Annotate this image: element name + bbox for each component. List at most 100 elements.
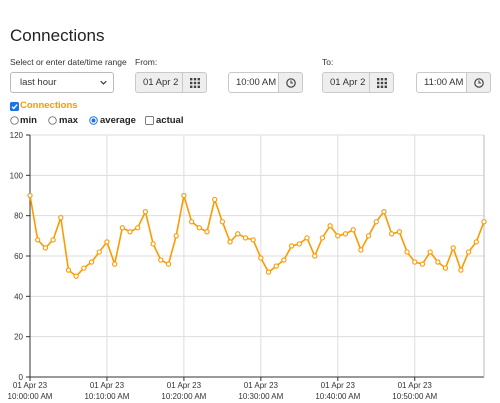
x-tick-date-label: 01 Apr 23 xyxy=(167,381,202,390)
data-point xyxy=(65,267,72,273)
range-label: Select or enter date/time range xyxy=(10,57,127,67)
x-tick-date-label: 01 Apr 23 xyxy=(398,381,433,390)
data-point xyxy=(58,215,64,221)
data-point xyxy=(427,249,433,255)
data-point xyxy=(281,257,287,263)
max-label: max xyxy=(59,115,79,126)
data-point xyxy=(127,229,133,235)
data-point xyxy=(419,261,426,267)
data-point xyxy=(342,231,349,237)
data-point xyxy=(165,261,172,267)
page-title: Connections xyxy=(10,26,105,45)
y-tick-label: 80 xyxy=(14,212,23,221)
x-tick-date-label: 01 Apr 23 xyxy=(321,381,356,390)
y-tick-label: 40 xyxy=(14,292,23,301)
data-point xyxy=(396,229,403,235)
data-point xyxy=(481,219,487,225)
to-calendar-button[interactable] xyxy=(370,72,394,93)
data-point xyxy=(81,265,87,271)
x-tick-time-label: 10:30:00 AM xyxy=(238,392,283,401)
data-point xyxy=(150,241,156,247)
data-point xyxy=(450,245,456,251)
data-point xyxy=(473,239,479,245)
data-point xyxy=(111,261,118,267)
y-tick-label: 120 xyxy=(10,131,24,140)
x-tick-time-label: 10:10:00 AM xyxy=(84,392,129,401)
data-point xyxy=(312,253,318,259)
data-point xyxy=(181,192,187,199)
y-tick-label: 20 xyxy=(14,333,23,342)
x-tick-date-label: 01 Apr 23 xyxy=(90,381,125,390)
data-point xyxy=(381,208,387,215)
actual-checkbox[interactable] xyxy=(145,116,154,125)
y-tick-label: 0 xyxy=(19,373,24,382)
data-point xyxy=(250,237,256,243)
y-tick-label: 60 xyxy=(14,252,23,261)
data-point xyxy=(412,259,418,265)
data-point xyxy=(273,263,279,269)
data-point xyxy=(365,233,372,239)
data-point xyxy=(319,235,326,241)
data-point xyxy=(442,265,449,271)
data-point xyxy=(373,219,379,225)
to-label: To: xyxy=(322,57,334,67)
data-point xyxy=(35,237,41,243)
from-calendar-button[interactable] xyxy=(183,72,207,93)
data-point xyxy=(358,247,364,253)
x-tick-time-label: 10:40:00 AM xyxy=(315,392,360,401)
average-label: average xyxy=(100,115,136,126)
to-clock-button[interactable] xyxy=(467,72,491,93)
data-point xyxy=(50,237,56,243)
range-select[interactable]: last hour xyxy=(10,72,114,93)
data-point xyxy=(158,257,164,263)
data-point xyxy=(212,196,218,203)
x-tick-time-label: 10:50:00 AM xyxy=(392,392,437,401)
from-date-input[interactable]: 01 Apr 2 xyxy=(135,72,183,93)
data-point xyxy=(88,259,95,265)
connections-series-label: Connections xyxy=(20,100,78,111)
data-point xyxy=(288,243,295,249)
data-point xyxy=(327,223,333,229)
from-label: From: xyxy=(135,57,158,67)
data-point xyxy=(119,225,125,231)
data-point xyxy=(204,229,210,235)
max-radio[interactable] xyxy=(48,116,57,125)
clock-icon xyxy=(285,77,296,88)
data-point xyxy=(196,225,202,231)
calendar-grid-icon xyxy=(376,77,387,88)
from-time-input[interactable]: 10:00 AM xyxy=(228,72,279,93)
data-point xyxy=(27,192,33,199)
data-point xyxy=(258,255,264,261)
data-point xyxy=(404,249,410,255)
to-time-input[interactable]: 11:00 AM xyxy=(416,72,467,93)
data-point xyxy=(73,273,79,279)
x-tick-date-label: 01 Apr 23 xyxy=(13,381,48,390)
data-point xyxy=(350,227,356,233)
data-point xyxy=(227,239,233,245)
y-tick-label: 100 xyxy=(10,171,24,180)
data-point xyxy=(265,269,272,275)
actual-label: actual xyxy=(156,115,184,126)
data-point xyxy=(465,249,472,255)
data-point xyxy=(296,241,302,247)
data-point xyxy=(96,249,102,255)
data-point xyxy=(235,231,241,237)
x-tick-time-label: 10:00:00 AM xyxy=(8,392,53,401)
data-point xyxy=(188,219,195,225)
clock-icon xyxy=(473,77,484,88)
to-date-input[interactable]: 01 Apr 2 xyxy=(322,72,370,93)
x-tick-date-label: 01 Apr 23 xyxy=(244,381,279,390)
x-tick-time-label: 10:20:00 AM xyxy=(161,392,206,401)
connections-checkbox[interactable] xyxy=(10,102,19,111)
min-radio[interactable] xyxy=(10,116,19,125)
data-point xyxy=(458,267,464,273)
min-label: min xyxy=(20,115,37,126)
range-select-value: last hour xyxy=(20,77,57,88)
average-radio[interactable] xyxy=(89,116,98,125)
chevron-down-icon xyxy=(100,80,107,85)
data-point xyxy=(389,231,395,237)
data-point xyxy=(142,208,149,215)
from-clock-button[interactable] xyxy=(279,72,303,93)
data-point xyxy=(242,235,249,241)
